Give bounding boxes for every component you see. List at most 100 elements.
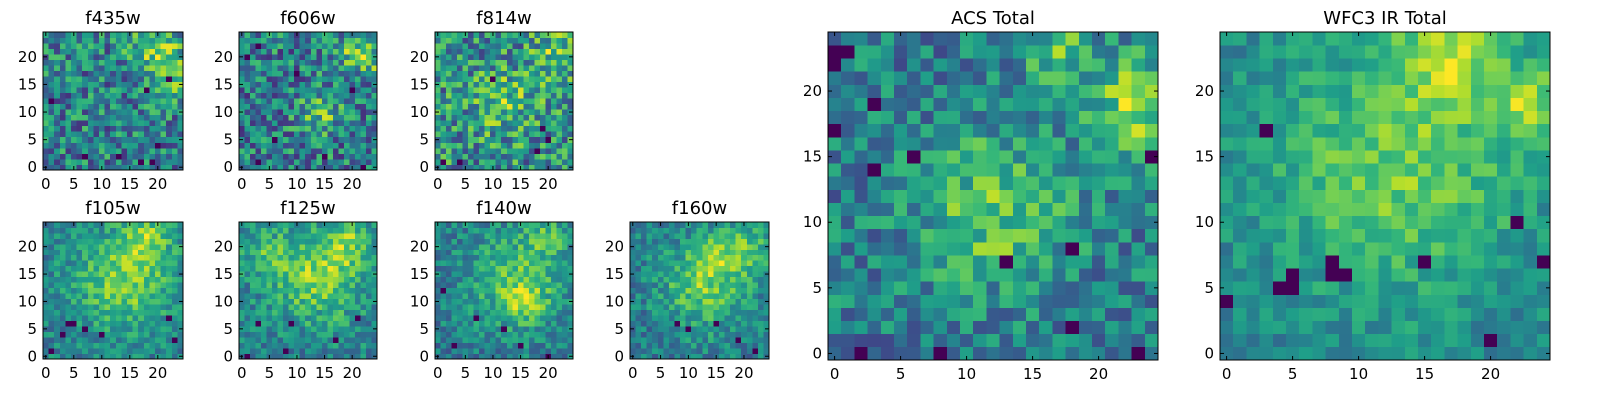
panel-title: f105w [85, 198, 140, 219]
heatmap-cell [166, 354, 172, 360]
heatmap-cell [663, 343, 669, 349]
heatmap-cell [272, 288, 278, 294]
heatmap-cell [446, 282, 452, 288]
heatmap-cell [54, 49, 60, 55]
heatmap-cell [172, 354, 178, 360]
heatmap-cell [144, 98, 150, 104]
heatmap-cell [272, 293, 278, 299]
heatmap-cell [446, 337, 452, 343]
heatmap-cell [719, 244, 725, 250]
heatmap-cell [641, 293, 647, 299]
heatmap-cell [121, 249, 127, 255]
heatmap-cell [452, 288, 458, 294]
heatmap-cell [507, 266, 513, 272]
heatmap-cell [1066, 255, 1080, 268]
heatmap-cell [697, 337, 703, 343]
heatmap-cell [333, 222, 339, 228]
heatmap-cell [507, 159, 513, 165]
heatmap-cell [245, 348, 251, 354]
heatmap-cell [149, 260, 155, 266]
heatmap-cell [54, 126, 60, 132]
heatmap-cell [327, 255, 333, 261]
heatmap-cell [99, 93, 105, 99]
heatmap-cell [540, 137, 546, 143]
heatmap-cell [278, 159, 284, 165]
heatmap-cell [239, 277, 245, 283]
heatmap-cell [289, 310, 295, 316]
heatmap-cell [65, 315, 71, 321]
heatmap-cell [105, 249, 111, 255]
heatmap-cell [747, 299, 753, 305]
heatmap-cell [496, 244, 502, 250]
heatmap-cell [245, 249, 251, 255]
x-tick-label: 15 [120, 175, 139, 193]
heatmap-cell [920, 321, 934, 334]
heatmap-cell [127, 288, 133, 294]
heatmap-cell [355, 310, 361, 316]
heatmap-cell [267, 260, 273, 266]
heatmap-cell [435, 49, 441, 55]
heatmap-cell [360, 249, 366, 255]
heatmap-cell [680, 266, 686, 272]
heatmap-cell [636, 282, 642, 288]
heatmap-cell [88, 120, 94, 126]
heatmap-cell [43, 131, 49, 137]
heatmap-cell [99, 293, 105, 299]
heatmap-cell [512, 293, 518, 299]
heatmap-cell [99, 131, 105, 137]
heatmap-cell [49, 244, 55, 250]
heatmap-cell [479, 288, 485, 294]
heatmap-cell [155, 343, 161, 349]
heatmap-cell [127, 271, 133, 277]
heatmap-cell [245, 43, 251, 49]
heatmap-cell [479, 87, 485, 93]
heatmap-cell [551, 153, 557, 159]
heatmap-cell [294, 332, 300, 338]
heatmap-cell [99, 310, 105, 316]
heatmap-cell [534, 348, 540, 354]
heatmap-cell [523, 71, 529, 77]
heatmap-cell [172, 293, 178, 299]
heatmap-cell [663, 255, 669, 261]
heatmap-cell [947, 216, 961, 229]
heatmap-cell [1092, 281, 1106, 294]
heatmap-cell [523, 282, 529, 288]
heatmap-cell [986, 242, 1000, 255]
heatmap-cell [121, 277, 127, 283]
heatmap-cell [1105, 334, 1119, 347]
heatmap-cell [468, 164, 474, 170]
heatmap-cell [283, 288, 289, 294]
heatmap-cell [138, 49, 144, 55]
heatmap-cell [121, 260, 127, 266]
heatmap-cell [88, 282, 94, 288]
heatmap-cell [250, 293, 256, 299]
heatmap-cell [457, 271, 463, 277]
heatmap-cell [110, 326, 116, 332]
heatmap-cell [501, 326, 507, 332]
heatmap-cell [479, 321, 485, 327]
heatmap-cell [708, 332, 714, 338]
heatmap-cell [60, 54, 66, 60]
heatmap-cell [322, 126, 328, 132]
heatmap-cell [490, 49, 496, 55]
heatmap-cell [556, 60, 562, 66]
heatmap-cell [1039, 242, 1053, 255]
heatmap-cell [110, 153, 116, 159]
heatmap-cell [1000, 189, 1014, 202]
heatmap-cell [828, 334, 842, 347]
heatmap-cell [894, 281, 908, 294]
heatmap-cell [166, 98, 172, 104]
heatmap-cell [540, 249, 546, 255]
heatmap-cell [245, 277, 251, 283]
heatmap-cell [155, 348, 161, 354]
heatmap-cell [311, 354, 317, 360]
heatmap-cell [54, 343, 60, 349]
heatmap-cell [523, 238, 529, 244]
heatmap-cell [725, 233, 731, 239]
heatmap-cell [65, 87, 71, 93]
heatmap-cell [485, 271, 491, 277]
heatmap-cell [452, 104, 458, 110]
heatmap-cell [452, 164, 458, 170]
heatmap-cell [452, 82, 458, 88]
heatmap-cell [529, 76, 535, 82]
